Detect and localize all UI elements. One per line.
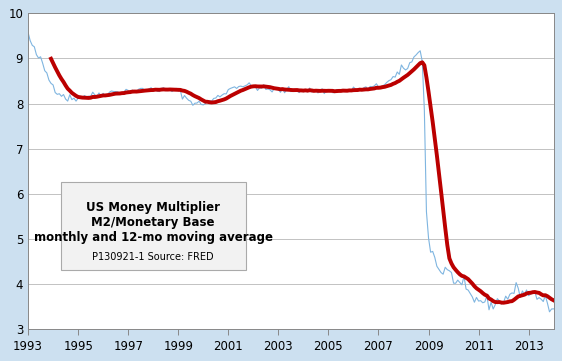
Text: US Money Multiplier
M2/Monetary Base
monthly and 12-mo moving average: US Money Multiplier M2/Monetary Base mon… xyxy=(34,201,273,244)
Text: P130921-1 Source: FRED: P130921-1 Source: FRED xyxy=(92,252,214,262)
FancyBboxPatch shape xyxy=(61,182,246,270)
